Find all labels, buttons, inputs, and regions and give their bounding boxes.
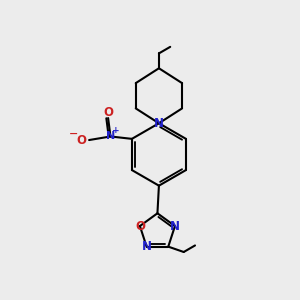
Text: O: O <box>135 220 145 232</box>
Text: N: N <box>170 220 180 232</box>
Text: N: N <box>154 117 164 130</box>
Text: O: O <box>77 134 87 146</box>
Text: N: N <box>106 131 115 142</box>
Text: N: N <box>142 240 152 253</box>
Text: +: + <box>112 126 119 135</box>
Text: O: O <box>103 106 113 118</box>
Text: −: − <box>69 129 78 139</box>
